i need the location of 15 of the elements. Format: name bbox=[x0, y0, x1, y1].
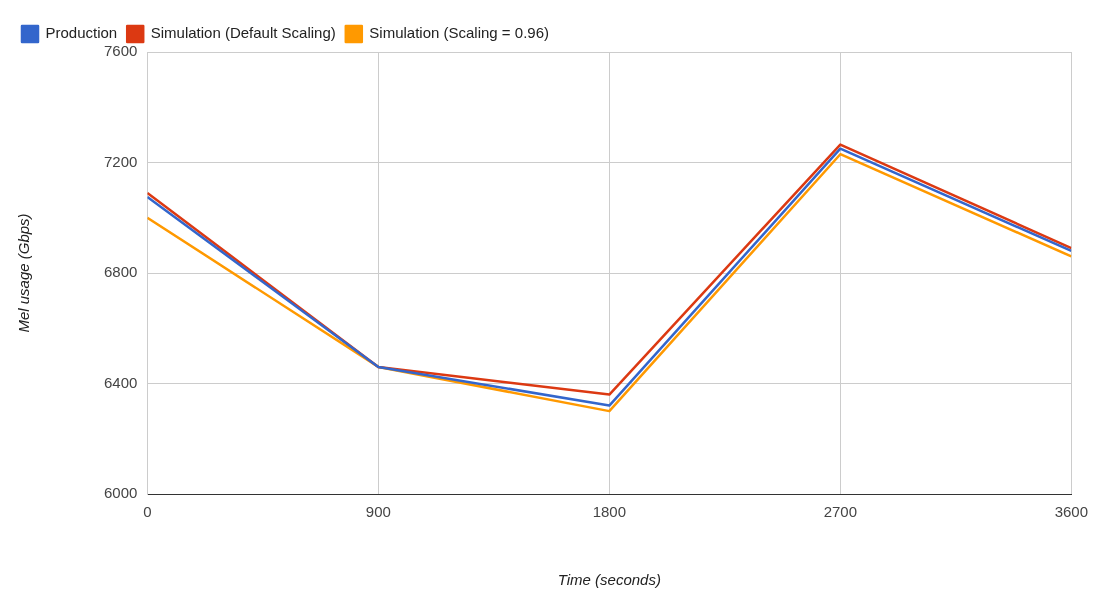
legend-label: Simulation (Default Scaling) bbox=[150, 24, 336, 42]
y-tick-label: 7200 bbox=[103, 152, 138, 170]
y-tick-label: 6000 bbox=[103, 484, 138, 502]
legend-label: Production bbox=[45, 24, 118, 42]
x-tick-label: 2700 bbox=[823, 503, 858, 521]
x-tick-label: 0 bbox=[143, 503, 152, 521]
y-tick-label: 6800 bbox=[103, 263, 138, 281]
y-tick-label: 6400 bbox=[103, 373, 138, 391]
x-tick-label: 900 bbox=[365, 503, 391, 521]
legend-label: Simulation (Scaling = 0.96) bbox=[369, 24, 549, 42]
x-axis-title: Time (seconds) bbox=[557, 571, 661, 589]
x-tick-label: 1800 bbox=[592, 503, 627, 521]
y-tick-label: 7600 bbox=[103, 42, 138, 60]
x-tick-label: 3600 bbox=[1054, 503, 1088, 521]
y-axis-title: Mel usage (Gbps) bbox=[15, 213, 33, 333]
